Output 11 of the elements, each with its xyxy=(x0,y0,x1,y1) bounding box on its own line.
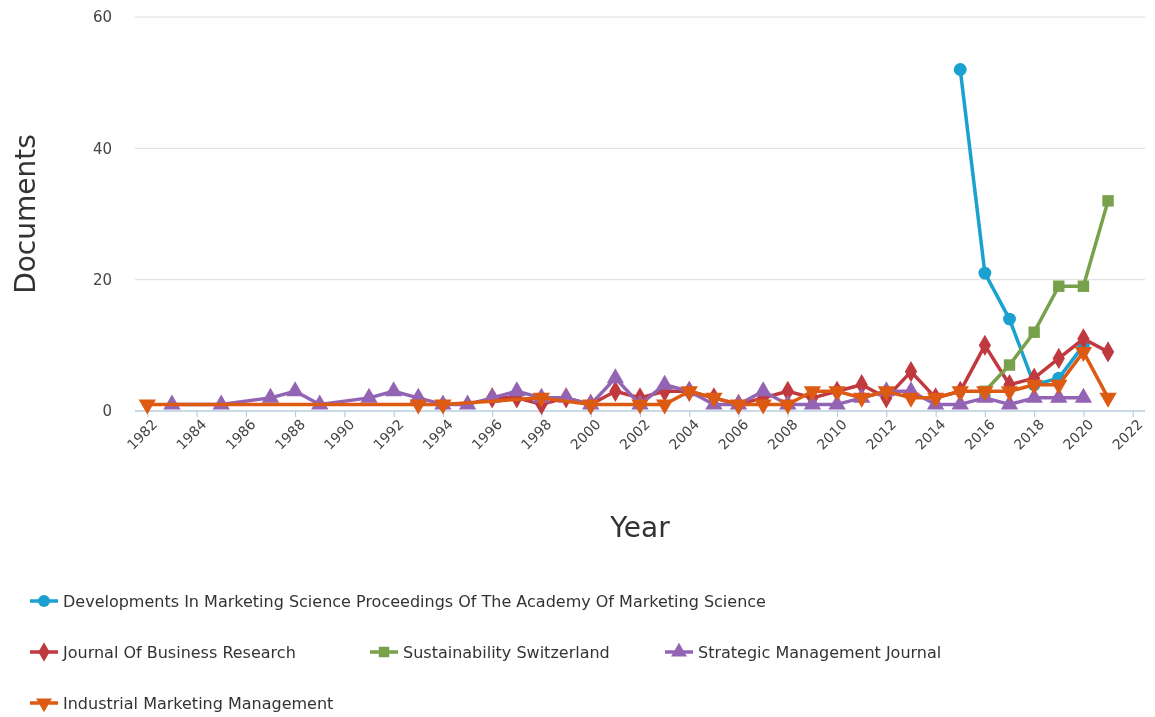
y-tick-label: 0 xyxy=(102,402,112,421)
y-axis-title: Documents xyxy=(9,134,42,294)
x-axis-title: Year xyxy=(609,511,671,544)
legend-label: Industrial Marketing Management xyxy=(63,694,334,713)
y-tick-label: 40 xyxy=(92,139,112,158)
legend-label: Journal Of Business Research xyxy=(62,643,296,662)
y-tick-label: 60 xyxy=(92,8,112,27)
legend-label: Strategic Management Journal xyxy=(698,643,942,662)
y-tick-label: 20 xyxy=(92,270,112,289)
legend-label: Developments In Marketing Science Proceedings Of The Academy Of Marketing Science xyxy=(63,592,766,611)
legend-label: Sustainability Switzerland xyxy=(403,643,610,662)
